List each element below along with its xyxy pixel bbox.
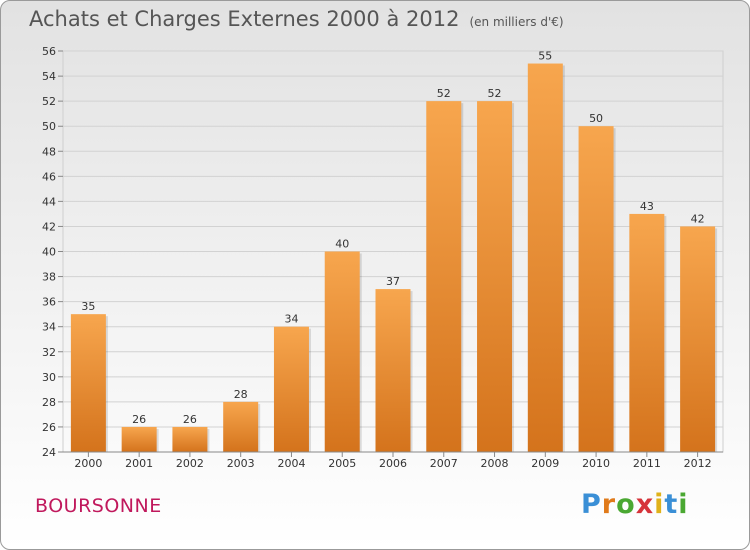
bar <box>578 126 614 452</box>
bar <box>477 101 513 452</box>
x-tick-label: 2002 <box>176 457 204 470</box>
logo-letter: o <box>616 489 636 520</box>
bar-value-label: 34 <box>284 313 298 326</box>
commune-name: BOURSONNE <box>35 495 162 517</box>
y-tick-label: 46 <box>42 170 56 183</box>
logo-letter: P <box>581 489 602 520</box>
bar <box>629 213 665 452</box>
logo-letter: x <box>635 489 655 520</box>
bar <box>375 289 411 452</box>
bar-value-label: 50 <box>589 112 603 125</box>
x-tick-label: 2012 <box>684 457 712 470</box>
bar <box>70 314 106 452</box>
proxiti-logo: Proxiti <box>581 489 689 520</box>
x-tick-label: 2009 <box>531 457 559 470</box>
bar-value-label: 55 <box>538 50 552 63</box>
logo-letter: i <box>654 489 665 520</box>
y-tick-label: 26 <box>42 421 56 434</box>
y-tick-label: 38 <box>42 271 56 284</box>
bar-value-label: 40 <box>335 238 349 251</box>
x-tick-label: 2001 <box>125 457 153 470</box>
y-tick-label: 48 <box>42 145 56 158</box>
bar <box>223 401 259 452</box>
y-tick-label: 50 <box>42 120 56 133</box>
bar-value-label: 52 <box>437 87 451 100</box>
bar <box>172 426 208 452</box>
y-tick-label: 54 <box>42 70 56 83</box>
bar <box>273 326 309 452</box>
bar <box>680 226 716 452</box>
bar-value-label: 37 <box>386 275 400 288</box>
x-tick-label: 2008 <box>481 457 509 470</box>
bar-value-label: 42 <box>691 212 705 225</box>
logo-letter: t <box>664 489 679 520</box>
y-tick-label: 42 <box>42 220 56 233</box>
x-tick-label: 2000 <box>74 457 102 470</box>
y-tick-label: 32 <box>42 346 56 359</box>
bar <box>121 426 157 452</box>
y-tick-label: 40 <box>42 246 56 259</box>
y-tick-label: 56 <box>42 45 56 58</box>
chart-subtitle: (en milliers d'€) <box>469 15 564 29</box>
x-tick-label: 2011 <box>633 457 661 470</box>
x-tick-label: 2003 <box>227 457 255 470</box>
y-tick-label: 52 <box>42 95 56 108</box>
bar-value-label: 35 <box>81 300 95 313</box>
bar-value-label: 52 <box>488 87 502 100</box>
bar-value-label: 26 <box>132 413 146 426</box>
y-tick-label: 30 <box>42 371 56 384</box>
y-tick-label: 36 <box>42 296 56 309</box>
bar-value-label: 43 <box>640 200 654 213</box>
y-tick-label: 34 <box>42 321 56 334</box>
bar <box>527 63 563 452</box>
bar-value-label: 28 <box>234 388 248 401</box>
y-tick-label: 24 <box>42 446 56 459</box>
chart-title: Achats et Charges Externes 2000 à 2012 (e… <box>29 7 564 31</box>
logo-letter: i <box>678 489 689 520</box>
bar <box>426 101 462 452</box>
bar <box>324 251 360 452</box>
logo-letter: r <box>601 489 617 520</box>
y-tick-label: 44 <box>42 195 56 208</box>
y-tick-label: 28 <box>42 396 56 409</box>
x-tick-label: 2006 <box>379 457 407 470</box>
x-tick-label: 2010 <box>582 457 610 470</box>
x-tick-label: 2005 <box>328 457 356 470</box>
x-tick-label: 2007 <box>430 457 458 470</box>
bar-value-label: 26 <box>183 413 197 426</box>
x-tick-label: 2004 <box>277 457 305 470</box>
